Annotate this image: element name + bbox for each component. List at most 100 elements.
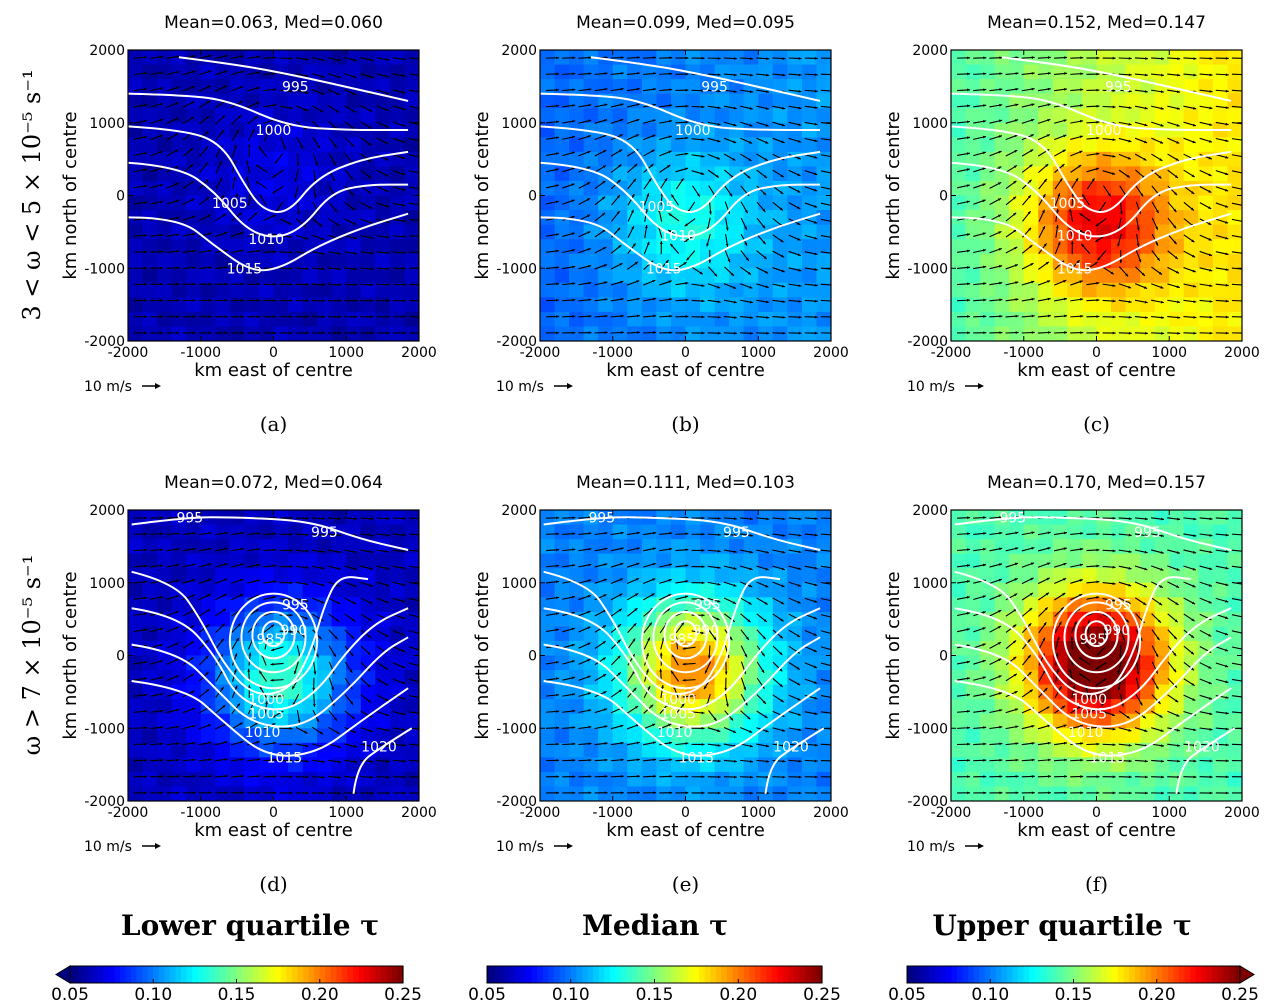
heatmap-cell [244,137,260,153]
wind-arrow-head [207,85,211,89]
wind-arrow-head [331,702,335,707]
wind-arrow-head [588,72,592,76]
heatmap-cell [965,180,981,197]
wind-arrow-head [620,724,624,728]
wind-arrow-head [604,314,608,318]
heatmap-cell [951,268,967,284]
heatmap-cell [758,195,774,211]
heatmap-cell [598,137,614,153]
wind-arrow-head [305,267,309,271]
wind-arrow-head [1055,225,1059,229]
heatmap-cell [787,50,803,66]
wind-arrow-head [1075,178,1079,182]
wind-arrow-head [354,315,358,319]
heatmap-cell [1212,311,1229,328]
wind-arrow-head [350,652,354,656]
heatmap-cell [627,64,643,80]
wind-arrow-head [781,269,785,273]
heatmap-cell [583,253,599,269]
heatmap-cell [258,151,275,167]
wind-arrow-head [998,265,1003,268]
heatmap-cell [389,297,406,313]
column-title-lower-quartile: Lower quartile τ [121,909,379,942]
wind-arrow-head [555,596,559,600]
wind-arrow-head [305,299,309,303]
wind-arrow-head [385,157,389,161]
wind-arrow-head [999,314,1003,318]
heatmap-cell [627,180,643,197]
heatmap-cell [787,655,803,671]
heatmap-cell [1023,79,1039,95]
heatmap-cell [801,524,818,540]
wind-arrow-head [176,775,180,778]
heatmap-cell [389,626,406,642]
heatmap-cell [215,166,231,182]
wind-arrow-head [1144,123,1148,127]
heatmap-cell [1023,282,1039,298]
heatmap-cell [360,108,376,124]
wind-arrow-head [254,212,258,216]
wind-arrow-head [321,267,325,271]
heatmap-cell [540,108,556,124]
heatmap-cell [729,670,745,686]
heatmap-cell [685,93,701,109]
heatmap-cell [317,137,333,153]
wind-arrow-head [1128,106,1132,110]
wind-arrow-head [192,547,196,551]
wind-arrow-head [160,791,164,795]
wind-arrow-head [1056,208,1059,212]
wind-arrow-head [1159,140,1164,144]
heatmap-cell [540,64,556,80]
heatmap-cell [758,93,774,109]
wind-arrow-head [749,285,753,289]
heatmap-cell [288,108,304,124]
wind-arrow-head [353,745,357,748]
wind-arrow-head [983,104,987,107]
wind-arrow-head [368,142,372,146]
heatmap-cell [215,326,231,341]
heatmap-cell [816,151,831,167]
heatmap-cell [801,655,818,671]
wind-arrow [408,533,419,536]
heatmap-cell [288,582,304,598]
heatmap-cell [157,253,173,269]
heatmap-cell [215,771,231,788]
panel-c: Mean=0.152, Med=0.1479951000100510101015… [883,13,1260,436]
wind-arrow-head [999,56,1003,60]
heatmap-cell [1038,297,1054,313]
heatmap-cell [583,568,599,584]
heatmap-cell [554,93,570,109]
heatmap-cell [186,195,202,211]
heatmap-cell [641,151,657,167]
x-tick-label: -1000 [592,345,633,361]
wind-arrow-head [289,516,293,520]
wind-arrow-head [402,549,406,553]
heatmap-cell [951,253,967,269]
heatmap-cell [758,626,774,642]
heatmap-cell [965,311,981,328]
wind-arrow-head [305,315,309,319]
heatmap-cell [375,786,391,801]
heatmap-cell [729,771,745,788]
heatmap-cell [186,786,202,801]
wind-arrow-head [370,236,374,239]
heatmap-cell [317,553,333,569]
wind-arrow-head [670,243,674,247]
heatmap-cell [200,224,216,240]
wind-arrow-head [305,283,309,287]
wind-arrow-head [176,579,180,583]
heatmap-cell [540,742,556,758]
wind-arrow-head [321,75,325,78]
wind-arrow-head [620,87,624,91]
isobar-closed-0 [228,592,319,690]
wind-arrow-head [159,87,163,90]
wind-arrow-head [239,594,243,597]
wind-arrow-head [556,548,560,552]
wind-arrow-head [667,165,671,168]
heatmap-cell [1212,297,1229,313]
heatmap-cell [758,582,774,598]
heatmap-cell [404,210,419,226]
heatmap-cell [200,728,216,744]
heatmap-cell [317,282,333,298]
heatmap-cell [598,108,614,124]
